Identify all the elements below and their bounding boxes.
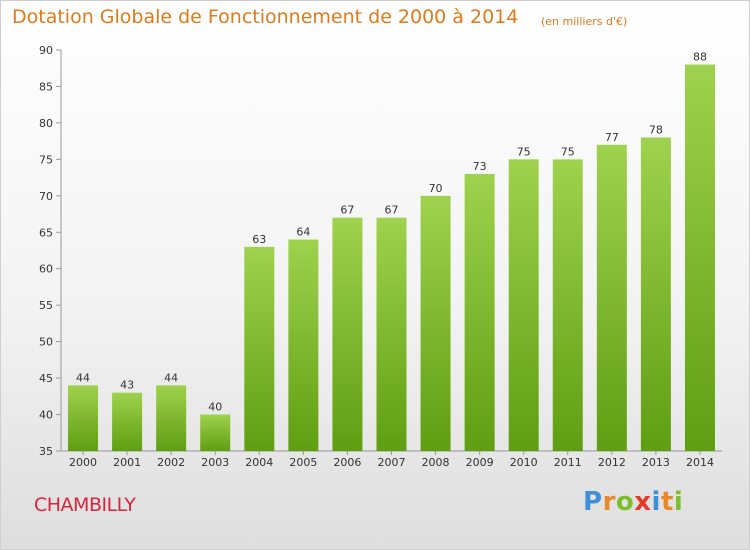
bar-2011 [552, 159, 583, 451]
x-tick-label: 2004 [245, 456, 273, 469]
value-label: 88 [693, 51, 707, 64]
x-tick-label: 2006 [333, 456, 361, 469]
value-label: 77 [605, 131, 619, 144]
y-tick-label: 75 [39, 153, 53, 166]
bar-2002 [156, 385, 187, 451]
chart-title: Dotation Globale de Fonctionnement de 20… [12, 6, 519, 28]
x-tick-label: 2013 [642, 456, 670, 469]
value-label: 63 [252, 233, 266, 246]
bar-2003 [200, 414, 231, 451]
bar-2013 [640, 137, 671, 451]
value-label: 73 [473, 160, 487, 173]
data-labels: 44 43 44 40 63 64 67 67 70 73 75 75 77 78 88 [76, 51, 707, 414]
y-tick-label: 50 [39, 336, 53, 349]
bar-2001 [112, 392, 143, 451]
x-tick-label: 2007 [378, 456, 406, 469]
value-label: 44 [76, 371, 90, 384]
bar-2008 [420, 195, 451, 451]
axes: 35 40 45 50 55 60 65 70 75 80 85 90 2000 2001 2002 2003… [39, 44, 722, 469]
bars [68, 64, 715, 452]
value-label: 75 [517, 145, 531, 158]
y-tick-label: 70 [39, 190, 53, 203]
x-tick-label: 2011 [554, 456, 582, 469]
chart-subtitle: (en milliers d'€) [541, 15, 628, 28]
y-tick-label: 55 [39, 299, 53, 312]
value-label: 43 [120, 379, 134, 392]
y-tick-label: 85 [39, 80, 53, 93]
x-tick-label: 2002 [157, 456, 185, 469]
y-tick-label: 40 [39, 409, 53, 422]
x-tick-label: 2012 [598, 456, 626, 469]
x-tick-label: 2010 [510, 456, 538, 469]
bar-2005 [288, 239, 319, 451]
x-tick-label: 2000 [69, 456, 97, 469]
value-label: 70 [429, 182, 443, 195]
y-tick-label: 80 [39, 117, 53, 130]
bar-2006 [332, 217, 363, 451]
value-label: 78 [649, 123, 663, 136]
bar-2010 [508, 159, 539, 451]
value-label: 44 [164, 371, 178, 384]
y-tick-label: 45 [39, 372, 53, 385]
x-tick-label: 2003 [201, 456, 229, 469]
proxiti-logo: Proxiti [583, 487, 684, 517]
y-tick-label: 35 [39, 445, 53, 458]
x-tick-label: 2009 [466, 456, 494, 469]
bar-2000 [68, 385, 99, 451]
y-tick-label: 60 [39, 263, 53, 276]
value-label: 67 [385, 204, 399, 217]
bar-2007 [376, 217, 407, 451]
x-tick-label: 2005 [289, 456, 317, 469]
value-label: 75 [561, 145, 575, 158]
y-tick-label: 65 [39, 226, 53, 239]
x-tick-label: 2008 [422, 456, 450, 469]
value-label: 67 [340, 204, 354, 217]
commune-name: CHAMBILLY [34, 494, 136, 516]
value-label: 40 [208, 401, 222, 414]
bar-2009 [464, 173, 495, 452]
x-tick-label: 2001 [113, 456, 141, 469]
bar-2014 [684, 64, 715, 451]
bar-2004 [244, 246, 275, 451]
x-tick-label: 2014 [686, 456, 714, 469]
y-tick-label: 90 [39, 44, 53, 57]
value-label: 64 [296, 226, 310, 239]
bar-2012 [596, 144, 627, 452]
